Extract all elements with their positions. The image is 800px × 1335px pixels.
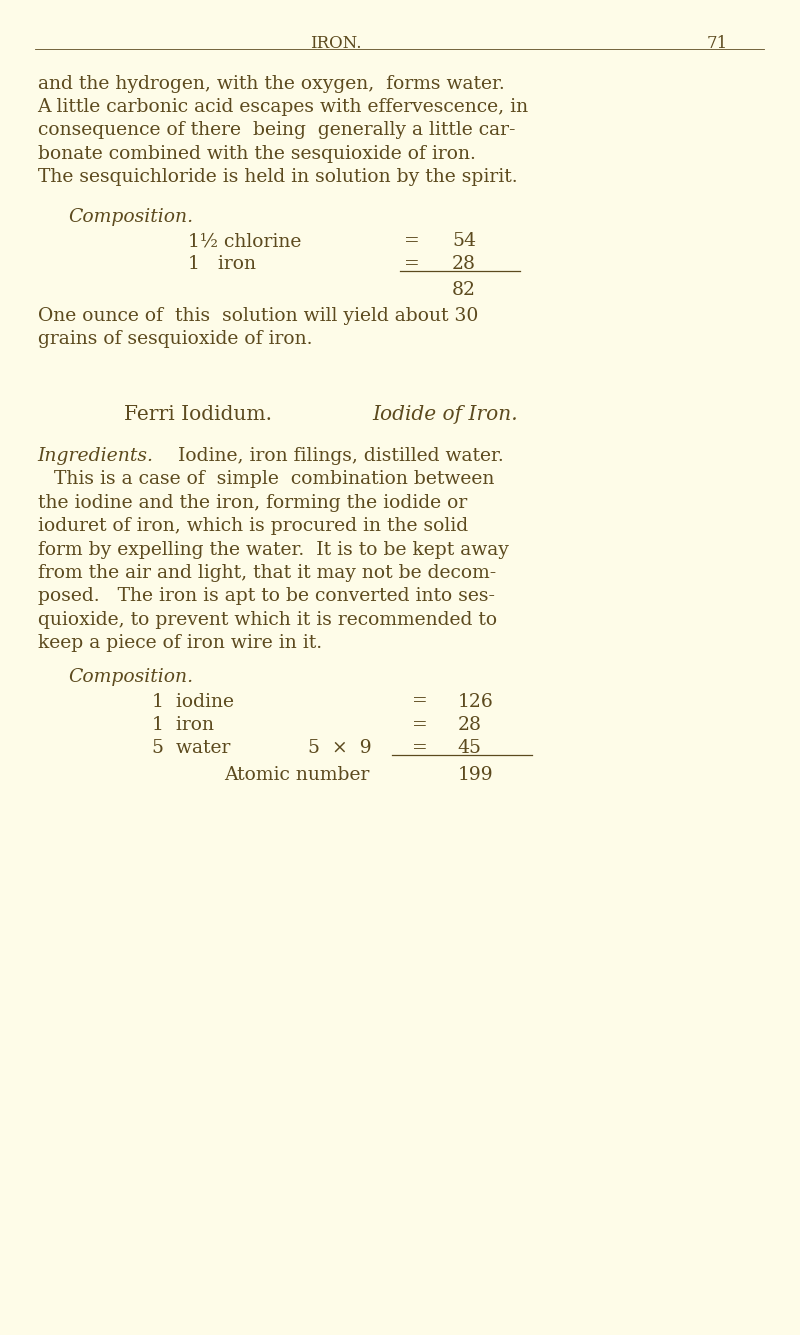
Text: 45: 45 <box>458 740 482 757</box>
Text: 28: 28 <box>458 716 482 734</box>
Text: 1  iodine: 1 iodine <box>152 693 234 710</box>
Text: form by expelling the water.  It is to be kept away: form by expelling the water. It is to be… <box>38 541 509 558</box>
Text: Ferri Iodidum.: Ferri Iodidum. <box>124 405 272 425</box>
Text: the iodine and the iron, forming the iodide or: the iodine and the iron, forming the iod… <box>38 494 467 511</box>
Text: One ounce of  this  solution will yield about 30: One ounce of this solution will yield ab… <box>38 307 478 324</box>
Text: =: = <box>412 716 428 734</box>
Text: 1½ chlorine: 1½ chlorine <box>188 232 302 250</box>
Text: 82: 82 <box>452 282 476 299</box>
Text: Iodide of Iron.: Iodide of Iron. <box>372 405 518 425</box>
Text: posed.   The iron is apt to be converted into ses-: posed. The iron is apt to be converted i… <box>38 587 494 605</box>
Text: 28: 28 <box>452 255 476 274</box>
Text: 199: 199 <box>458 766 494 784</box>
Text: from the air and light, that it may not be decom-: from the air and light, that it may not … <box>38 563 496 582</box>
Text: 126: 126 <box>458 693 494 710</box>
Text: consequence of there  being  generally a little car-: consequence of there being generally a l… <box>38 121 515 139</box>
Text: and the hydrogen, with the oxygen,  forms water.: and the hydrogen, with the oxygen, forms… <box>38 75 504 92</box>
Text: keep a piece of iron wire in it.: keep a piece of iron wire in it. <box>38 634 322 651</box>
Text: Composition.: Composition. <box>68 668 193 686</box>
Text: IRON.: IRON. <box>310 35 362 52</box>
Text: =: = <box>412 740 428 757</box>
Text: =: = <box>404 232 420 250</box>
Text: =: = <box>412 693 428 710</box>
Text: 5  ×  9: 5 × 9 <box>308 740 372 757</box>
Text: The sesquichloride is held in solution by the spirit.: The sesquichloride is held in solution b… <box>38 168 518 186</box>
Text: 1  iron: 1 iron <box>152 716 214 734</box>
Text: 54: 54 <box>452 232 476 250</box>
Text: grains of sesquioxide of iron.: grains of sesquioxide of iron. <box>38 330 312 348</box>
Text: Ingredients.: Ingredients. <box>38 447 154 465</box>
Text: =: = <box>404 255 420 274</box>
Text: Iodine, iron filings, distilled water.: Iodine, iron filings, distilled water. <box>172 447 504 465</box>
Text: This is a case of  simple  combination between: This is a case of simple combination bet… <box>54 470 494 489</box>
Text: A little carbonic acid escapes with effervescence, in: A little carbonic acid escapes with effe… <box>38 97 529 116</box>
Text: 1   iron: 1 iron <box>188 255 256 274</box>
Text: ioduret of iron, which is procured in the solid: ioduret of iron, which is procured in th… <box>38 517 468 535</box>
Text: bonate combined with the sesquioxide of iron.: bonate combined with the sesquioxide of … <box>38 144 475 163</box>
Text: 5  water: 5 water <box>152 740 230 757</box>
Text: quioxide, to prevent which it is recommended to: quioxide, to prevent which it is recomme… <box>38 610 497 629</box>
Text: Atomic number: Atomic number <box>224 766 370 784</box>
Text: 71: 71 <box>706 35 728 52</box>
Text: Composition.: Composition. <box>68 207 193 226</box>
